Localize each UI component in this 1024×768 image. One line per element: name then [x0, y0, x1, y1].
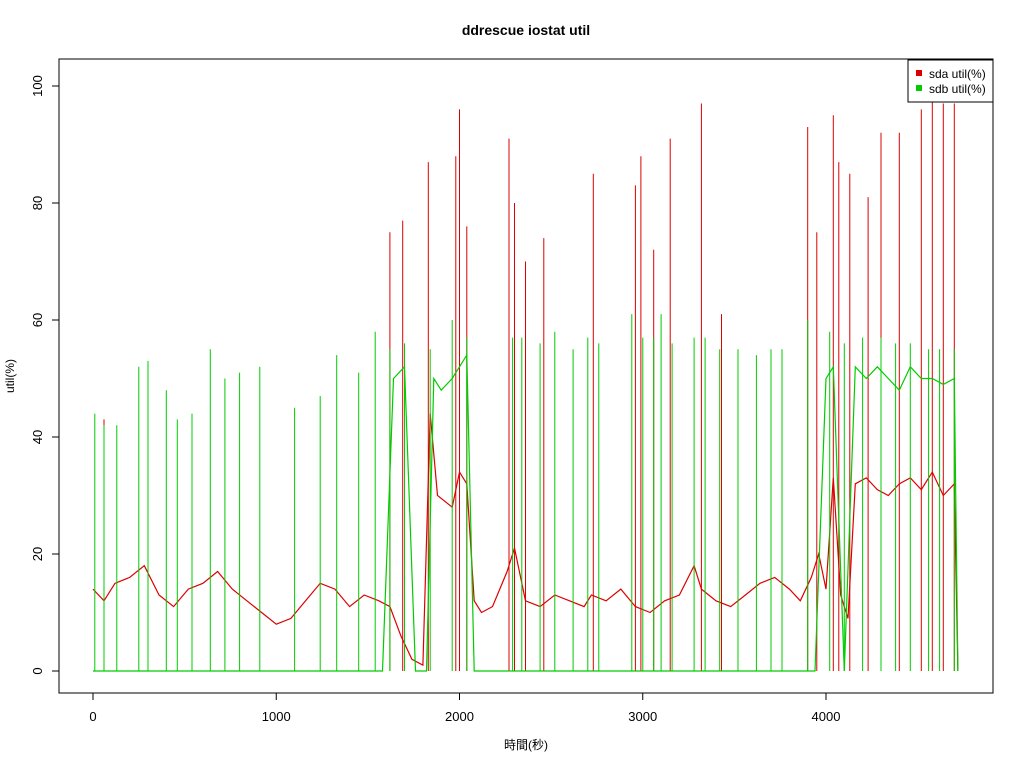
y-axis-label: util(%) [3, 359, 17, 393]
y-tick-label-5: 100 [30, 75, 45, 97]
legend-box [907, 59, 994, 103]
chart-title: ddrescue iostat util [462, 22, 590, 38]
legend-label-sda: sda util(%) [929, 67, 986, 81]
y-axis: 0 20 40 60 80 100 [30, 75, 60, 675]
y-tick-label-4: 80 [30, 196, 45, 210]
x-tick-label-2: 2000 [445, 709, 474, 724]
series-sda [92, 97, 959, 672]
series-sdb [93, 314, 959, 672]
y-tick-label-2: 40 [30, 430, 45, 444]
x-tick-label-1: 1000 [262, 709, 291, 724]
legend: sda util(%) sdb util(%) [907, 59, 994, 103]
x-tick-label-4: 4000 [812, 709, 841, 724]
y-tick-label-1: 20 [30, 547, 45, 561]
legend-label-sdb: sdb util(%) [929, 82, 986, 96]
y-tick-label-3: 60 [30, 313, 45, 327]
x-axis: 0 1000 2000 3000 4000 [89, 692, 841, 724]
series-layer [92, 97, 959, 672]
x-tick-label-3: 3000 [628, 709, 657, 724]
y-tick-label-0: 0 [30, 667, 45, 674]
legend-swatch-sda [916, 70, 922, 76]
x-axis-label: 時間(秒) [504, 738, 548, 752]
x-tick-label-0: 0 [89, 709, 96, 724]
legend-swatch-sdb [916, 85, 922, 91]
